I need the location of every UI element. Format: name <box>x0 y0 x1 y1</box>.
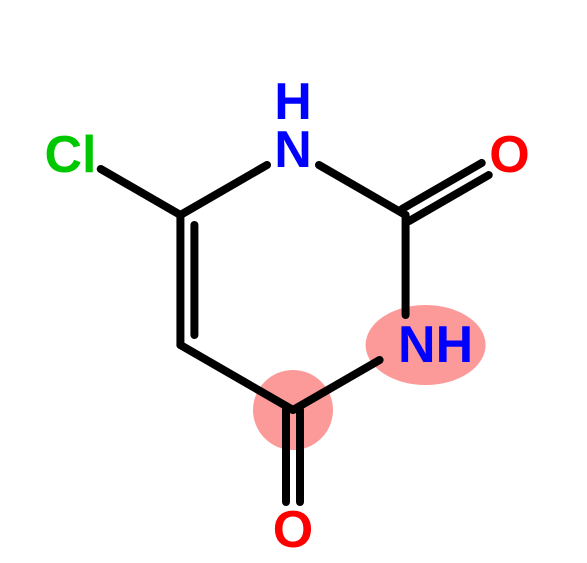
label-N1: N <box>274 124 312 176</box>
molecule-diagram: N H NH O O Cl <box>0 0 587 563</box>
label-O4: O <box>273 504 313 556</box>
label-N1-H: H <box>274 76 312 128</box>
label-N3: NH <box>398 319 473 371</box>
label-Cl: Cl <box>44 129 96 181</box>
label-O2: O <box>489 129 529 181</box>
